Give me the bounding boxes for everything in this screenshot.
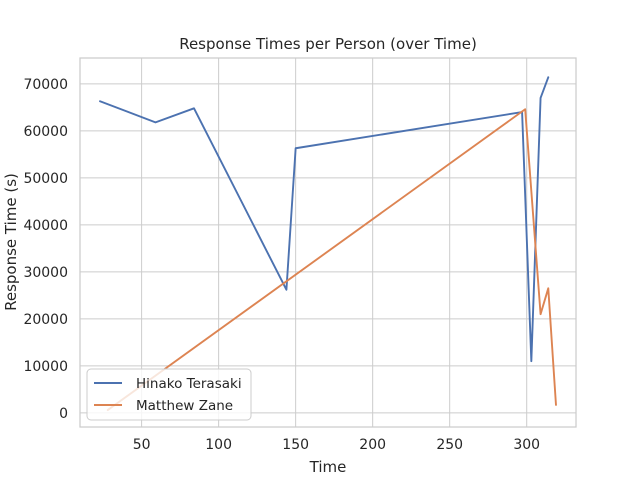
y-axis-title: Response Time (s) [2, 173, 20, 311]
series-lines [99, 76, 557, 412]
legend-label-2: Matthew Zane [136, 398, 233, 414]
y-tick-label: 50000 [23, 171, 68, 187]
legend: Hinako Terasaki Matthew Zane [86, 368, 252, 421]
series-line-2 [106, 108, 557, 412]
legend-box [86, 368, 252, 421]
y-tick-label: 0 [59, 406, 68, 422]
y-tick-label: 70000 [23, 77, 68, 93]
y-tick-label: 30000 [23, 265, 68, 281]
y-tick-label: 40000 [23, 218, 68, 234]
x-axis-title: Time [309, 458, 347, 476]
x-tick-label: 50 [133, 437, 151, 453]
series-line-1 [99, 76, 550, 363]
y-tick-label: 20000 [23, 312, 68, 328]
x-tick-label: 300 [513, 437, 540, 453]
legend-label-1: Hinako Terasaki [136, 376, 242, 392]
x-tick-label: 250 [436, 437, 463, 453]
grid [80, 58, 576, 427]
x-tick-label: 100 [205, 437, 232, 453]
y-tick-labels: 0 10000 20000 30000 40000 50000 60000 70000 [23, 77, 68, 422]
x-tick-label: 200 [359, 437, 386, 453]
y-tick-label: 10000 [23, 359, 68, 375]
x-tick-label: 150 [282, 437, 309, 453]
plot-frame [79, 57, 577, 428]
y-tick-label: 60000 [23, 124, 68, 140]
chart-title: Response Times per Person (over Time) [179, 35, 477, 53]
x-tick-labels: 50 100 150 200 250 300 [133, 437, 540, 453]
